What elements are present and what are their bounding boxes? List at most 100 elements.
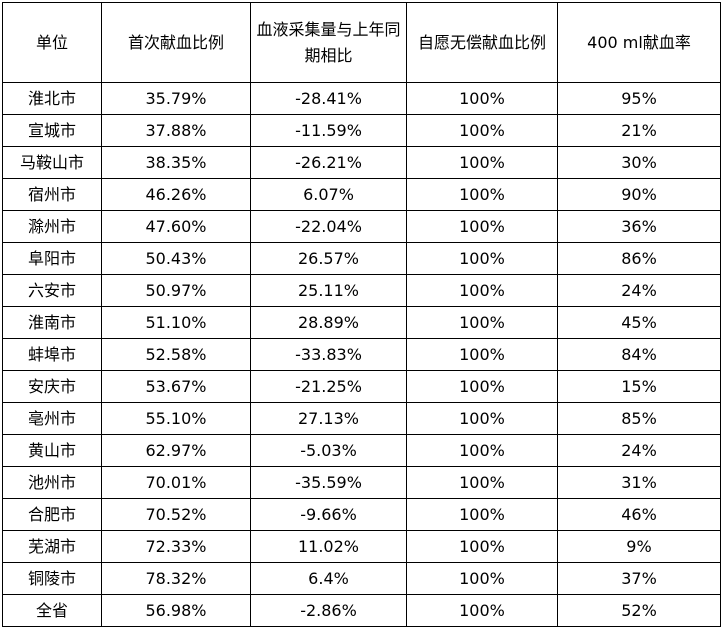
table-row: 蚌埠市 52.58% -33.83% 100% 84% [2,338,721,371]
cell-voluntary-donation-ratio: 100% [406,338,558,371]
cell-collection-vs-last-year: 28.89% [250,306,407,339]
table-row: 马鞍山市 38.35% -26.21% 100% 30% [2,146,721,179]
cell-collection-vs-last-year: 6.07% [250,178,407,211]
cell-first-donation-ratio: 35.79% [101,82,251,115]
cell-unit: 宿州市 [2,178,102,211]
cell-voluntary-donation-ratio: 100% [406,274,558,307]
cell-collection-vs-last-year: 26.57% [250,242,407,275]
header-collection-vs-last-year: 血液采集量与上年同期相比 [250,2,407,83]
table-row: 淮北市 35.79% -28.41% 100% 95% [2,82,721,115]
cell-voluntary-donation-ratio: 100% [406,82,558,115]
cell-unit: 池州市 [2,466,102,499]
cell-400ml-donation-rate: 85% [557,402,721,435]
cell-first-donation-ratio: 55.10% [101,402,251,435]
header-first-donation-ratio: 首次献血比例 [101,2,251,83]
cell-400ml-donation-rate: 30% [557,146,721,179]
cell-first-donation-ratio: 62.97% [101,434,251,467]
table-row: 亳州市 55.10% 27.13% 100% 85% [2,402,721,435]
cell-collection-vs-last-year: 25.11% [250,274,407,307]
cell-unit: 铜陵市 [2,562,102,595]
cell-first-donation-ratio: 47.60% [101,210,251,243]
cell-collection-vs-last-year: -5.03% [250,434,407,467]
table-row: 六安市 50.97% 25.11% 100% 24% [2,274,721,307]
cell-voluntary-donation-ratio: 100% [406,210,558,243]
cell-first-donation-ratio: 50.97% [101,274,251,307]
cell-400ml-donation-rate: 9% [557,530,721,563]
cell-first-donation-ratio: 70.01% [101,466,251,499]
cell-collection-vs-last-year: -2.86% [250,594,407,627]
cell-unit: 淮南市 [2,306,102,339]
cell-unit: 全省 [2,594,102,627]
cell-voluntary-donation-ratio: 100% [406,370,558,403]
table-row: 淮南市 51.10% 28.89% 100% 45% [2,306,721,339]
table-row: 安庆市 53.67% -21.25% 100% 15% [2,370,721,403]
cell-collection-vs-last-year: 27.13% [250,402,407,435]
table-row: 宣城市 37.88% -11.59% 100% 21% [2,114,721,147]
cell-voluntary-donation-ratio: 100% [406,402,558,435]
cell-first-donation-ratio: 72.33% [101,530,251,563]
cell-voluntary-donation-ratio: 100% [406,498,558,531]
cell-unit: 六安市 [2,274,102,307]
cell-first-donation-ratio: 51.10% [101,306,251,339]
table-row: 全省 56.98% -2.86% 100% 52% [2,594,721,627]
cell-voluntary-donation-ratio: 100% [406,306,558,339]
blood-donation-table: 单位 首次献血比例 血液采集量与上年同期相比 自愿无偿献血比例 400 ml献血… [2,2,721,627]
cell-first-donation-ratio: 38.35% [101,146,251,179]
cell-unit: 芜湖市 [2,530,102,563]
cell-unit: 蚌埠市 [2,338,102,371]
cell-400ml-donation-rate: 31% [557,466,721,499]
cell-unit: 合肥市 [2,498,102,531]
table-row: 池州市 70.01% -35.59% 100% 31% [2,466,721,499]
cell-400ml-donation-rate: 36% [557,210,721,243]
cell-first-donation-ratio: 53.67% [101,370,251,403]
cell-400ml-donation-rate: 84% [557,338,721,371]
cell-collection-vs-last-year: 6.4% [250,562,407,595]
cell-400ml-donation-rate: 52% [557,594,721,627]
cell-400ml-donation-rate: 21% [557,114,721,147]
cell-voluntary-donation-ratio: 100% [406,434,558,467]
cell-voluntary-donation-ratio: 100% [406,466,558,499]
cell-voluntary-donation-ratio: 100% [406,242,558,275]
cell-collection-vs-last-year: -11.59% [250,114,407,147]
cell-collection-vs-last-year: -26.21% [250,146,407,179]
table-row: 宿州市 46.26% 6.07% 100% 90% [2,178,721,211]
cell-400ml-donation-rate: 95% [557,82,721,115]
cell-unit: 淮北市 [2,82,102,115]
cell-collection-vs-last-year: -33.83% [250,338,407,371]
table-row: 滁州市 47.60% -22.04% 100% 36% [2,210,721,243]
table-row: 芜湖市 72.33% 11.02% 100% 9% [2,530,721,563]
cell-400ml-donation-rate: 24% [557,434,721,467]
cell-400ml-donation-rate: 86% [557,242,721,275]
table-row: 黄山市 62.97% -5.03% 100% 24% [2,434,721,467]
cell-collection-vs-last-year: -21.25% [250,370,407,403]
table-row: 铜陵市 78.32% 6.4% 100% 37% [2,562,721,595]
cell-collection-vs-last-year: -35.59% [250,466,407,499]
cell-first-donation-ratio: 50.43% [101,242,251,275]
cell-unit: 马鞍山市 [2,146,102,179]
cell-voluntary-donation-ratio: 100% [406,178,558,211]
cell-voluntary-donation-ratio: 100% [406,530,558,563]
cell-400ml-donation-rate: 46% [557,498,721,531]
cell-first-donation-ratio: 52.58% [101,338,251,371]
cell-voluntary-donation-ratio: 100% [406,114,558,147]
cell-first-donation-ratio: 37.88% [101,114,251,147]
cell-400ml-donation-rate: 15% [557,370,721,403]
table-row: 合肥市 70.52% -9.66% 100% 46% [2,498,721,531]
cell-collection-vs-last-year: 11.02% [250,530,407,563]
cell-400ml-donation-rate: 24% [557,274,721,307]
cell-first-donation-ratio: 78.32% [101,562,251,595]
cell-unit: 安庆市 [2,370,102,403]
cell-unit: 亳州市 [2,402,102,435]
cell-unit: 阜阳市 [2,242,102,275]
cell-unit: 黄山市 [2,434,102,467]
cell-unit: 宣城市 [2,114,102,147]
table-body: 淮北市 35.79% -28.41% 100% 95% 宣城市 37.88% -11.59% 1… [2,82,721,627]
cell-first-donation-ratio: 56.98% [101,594,251,627]
cell-400ml-donation-rate: 45% [557,306,721,339]
cell-voluntary-donation-ratio: 100% [406,594,558,627]
header-unit: 单位 [2,2,102,83]
cell-unit: 滁州市 [2,210,102,243]
header-400ml-donation-rate: 400 ml献血率 [557,2,721,83]
cell-voluntary-donation-ratio: 100% [406,146,558,179]
cell-first-donation-ratio: 70.52% [101,498,251,531]
